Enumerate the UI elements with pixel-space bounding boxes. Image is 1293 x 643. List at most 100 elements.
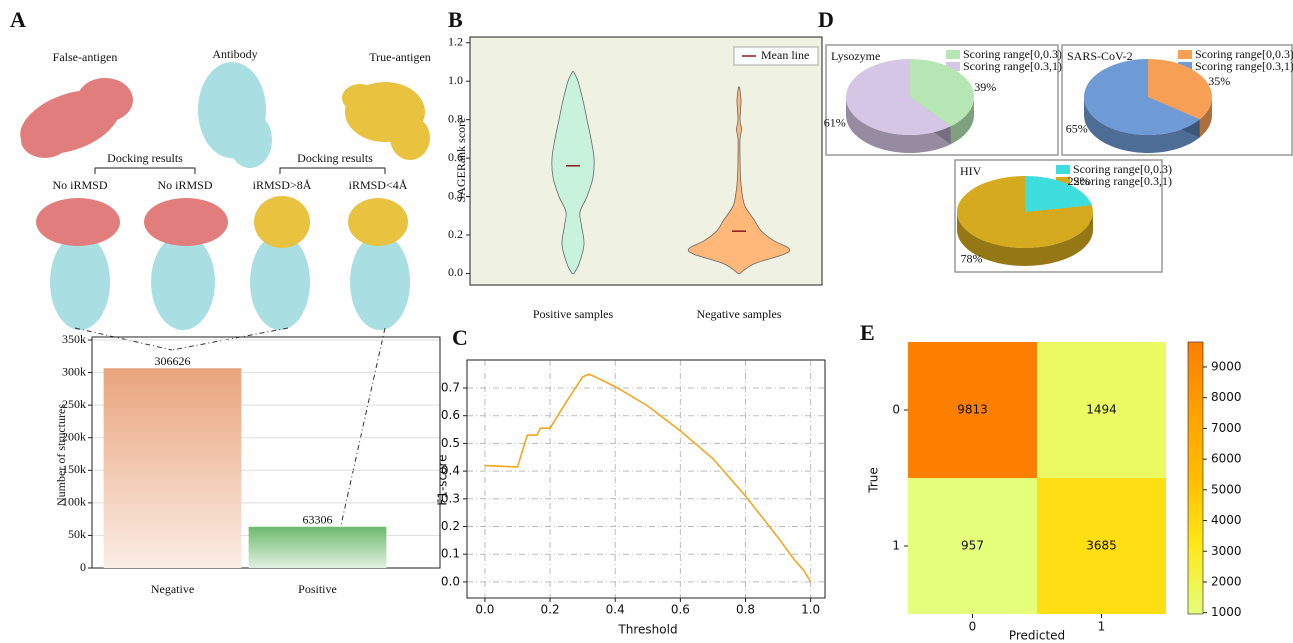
pie-side bbox=[1084, 97, 1200, 154]
y-tick-label: 0.0 bbox=[448, 265, 463, 279]
heatmap-cell bbox=[908, 342, 1037, 478]
y-axis-title: F1-score bbox=[436, 454, 450, 505]
y-tick-label: 0.7 bbox=[441, 380, 460, 394]
protein bbox=[342, 82, 430, 160]
legend-label: Scoring range[0,0.3) bbox=[1073, 162, 1172, 176]
x-tick-label: Negative samples bbox=[697, 307, 782, 321]
panel-letter: B bbox=[448, 7, 463, 32]
legend-label: Mean line bbox=[761, 48, 809, 62]
panel-letter: C bbox=[452, 325, 468, 350]
x-axis-title: Predicted bbox=[1009, 629, 1065, 643]
protein-label: True-antigen bbox=[369, 50, 431, 64]
legend-label: Scoring range[0,0.3) bbox=[1195, 47, 1293, 61]
y-tick-label: 0.2 bbox=[448, 227, 463, 241]
cell-label: 1494 bbox=[1086, 403, 1117, 417]
pie-side bbox=[957, 212, 1093, 266]
legend-label: Scoring range[0.3,1) bbox=[963, 59, 1062, 73]
pie-slice bbox=[1025, 176, 1092, 212]
y-tick-label: 100k bbox=[62, 495, 86, 509]
colorbar bbox=[1187, 341, 1204, 615]
protein-label: False-antigen bbox=[53, 50, 118, 64]
legend bbox=[733, 46, 819, 66]
pie-slice bbox=[957, 176, 1093, 249]
result-label: iRMSD>8Å bbox=[253, 178, 312, 192]
x-tick-label: 0.2 bbox=[541, 603, 560, 617]
heatmap-cell bbox=[1037, 342, 1166, 478]
protein bbox=[20, 78, 133, 158]
connector bbox=[74, 327, 386, 553]
y-tick-label: 0.8 bbox=[448, 111, 463, 125]
colorbar-tick-label: 8000 bbox=[1211, 390, 1242, 404]
colorbar-tick-label: 3000 bbox=[1211, 544, 1242, 558]
y-tick-label: 0.1 bbox=[441, 547, 460, 561]
plot-frame bbox=[466, 359, 826, 599]
pie-slice bbox=[1148, 59, 1212, 120]
legend-swatch bbox=[1178, 50, 1192, 59]
x-tick-label: 0 bbox=[969, 620, 977, 634]
pie-side bbox=[950, 97, 974, 145]
result-label: No iRMSD bbox=[52, 178, 107, 192]
bar bbox=[248, 526, 387, 568]
legend-swatch bbox=[1056, 177, 1070, 186]
result-label: iRMSD<4Å bbox=[349, 178, 408, 192]
y-tick-label: 0.6 bbox=[448, 150, 463, 164]
legend-swatch bbox=[946, 62, 960, 71]
heatmap-cell bbox=[908, 478, 1037, 614]
y-tick-label: 350k bbox=[62, 332, 86, 346]
data-label: 61% bbox=[824, 115, 846, 129]
y-tick-label: 0.3 bbox=[441, 491, 460, 505]
y-tick-label: 0.4 bbox=[441, 464, 460, 478]
legend-swatch bbox=[946, 50, 960, 59]
legend-label: Scoring range[0.3,1) bbox=[1195, 59, 1293, 73]
protein-label: Antibody bbox=[212, 47, 257, 61]
y-tick-label: 150k bbox=[62, 462, 86, 476]
panel-letter: E bbox=[860, 320, 875, 345]
colorbar-tick-label: 7000 bbox=[1211, 421, 1242, 435]
legend-swatch bbox=[1056, 165, 1070, 174]
x-tick-label: Positive bbox=[298, 582, 337, 596]
docking-label: Docking results bbox=[297, 151, 373, 165]
line bbox=[484, 373, 812, 583]
pie-title: HIV bbox=[960, 164, 982, 178]
pie-title: Lysozyme bbox=[831, 49, 880, 63]
x-tick-label: 0.6 bbox=[671, 603, 690, 617]
y-tick-label: 0.0 bbox=[441, 574, 460, 588]
y-tick-label: 0 bbox=[892, 403, 900, 417]
colorbar-tick-label: 1000 bbox=[1211, 605, 1242, 619]
y-tick-label: 0.6 bbox=[441, 408, 460, 422]
pie-side bbox=[846, 97, 951, 153]
x-tick-label: Negative bbox=[151, 582, 194, 596]
y-tick-label: 0.5 bbox=[441, 436, 460, 450]
data-label: 39% bbox=[974, 80, 996, 94]
data-label: 22% bbox=[1068, 174, 1090, 188]
pie-slice bbox=[846, 59, 951, 135]
y-axis-title: Number of structures bbox=[54, 404, 68, 506]
y-axis-title: SAGERank score bbox=[454, 118, 468, 203]
data-label: 35% bbox=[1208, 74, 1230, 88]
y-tick-label: 0 bbox=[80, 560, 86, 574]
pie-side bbox=[1199, 97, 1212, 138]
y-tick-label: 1.2 bbox=[448, 35, 463, 49]
data-label: 63306 bbox=[303, 513, 333, 527]
bar bbox=[103, 368, 242, 568]
complex bbox=[36, 196, 410, 330]
cell-label: 9813 bbox=[957, 403, 988, 417]
protein-illustrations bbox=[20, 62, 430, 553]
legend-label: Scoring range[0.3,1) bbox=[1073, 174, 1172, 188]
cell-label: 3685 bbox=[1086, 539, 1117, 553]
y-tick-label: 250k bbox=[62, 397, 86, 411]
pie-slice bbox=[910, 59, 974, 127]
y-tick-label: 1.0 bbox=[448, 73, 463, 87]
violin bbox=[551, 71, 595, 274]
x-axis-title: Threshold bbox=[617, 623, 677, 637]
colorbar-tick-label: 6000 bbox=[1211, 452, 1242, 466]
y-tick-label: 1 bbox=[892, 539, 900, 553]
pie-title: SARS-CoV-2 bbox=[1067, 49, 1133, 63]
pie-slice bbox=[1084, 59, 1200, 135]
panel-letter: A bbox=[10, 7, 26, 32]
y-tick-label: 200k bbox=[62, 429, 86, 443]
cell-label: 957 bbox=[961, 539, 984, 553]
colorbar-tick-label: 9000 bbox=[1211, 359, 1242, 373]
x-tick-label: Positive samples bbox=[533, 307, 614, 321]
docking-label: Docking results bbox=[107, 151, 183, 165]
